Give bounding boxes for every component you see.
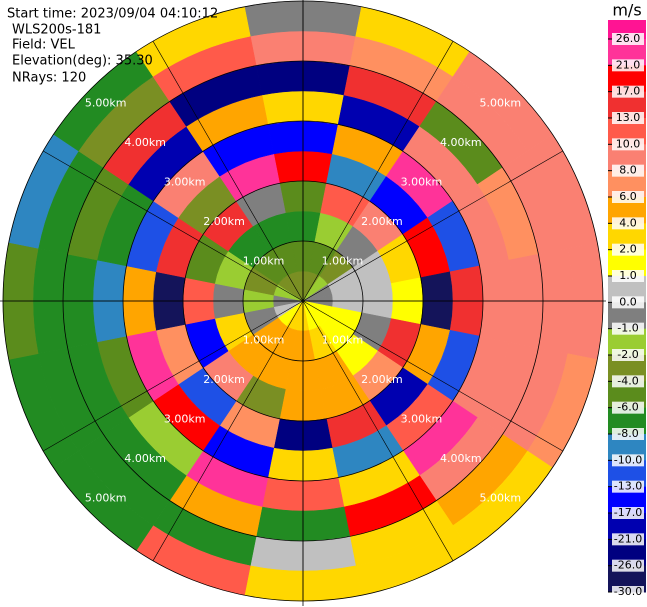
colorbar-label: 6.0 [619, 190, 637, 203]
colorbar-label-bg [612, 507, 644, 519]
colorbar-label-bg [612, 164, 644, 177]
colorbar: m/s 26.0 21.0 17.0 13.0 10.0 8.0 6.0 4.0 2.0 1.0 0.… [608, 1, 646, 598]
colorbar-label-bg [612, 375, 644, 388]
colorbar-label: -6.0 [617, 401, 638, 414]
range-ring [182, 180, 424, 422]
range-label: 3.00km [401, 412, 443, 425]
spoke [302, 300, 454, 561]
colorbar-label: 17.0 [616, 85, 641, 98]
colorbar-label: -26.0 [614, 559, 642, 572]
colorbar-label: -8.0 [617, 427, 638, 440]
range-ring [122, 120, 484, 482]
range-label: 3.00km [164, 176, 206, 189]
range-ring [2, 0, 604, 602]
colorbar-label: -17.0 [614, 506, 642, 519]
start-time: Start time: 2023/09/04 04:10:12 [7, 7, 218, 22]
range-ring [242, 240, 364, 362]
colorbar-label: -30.0 [614, 585, 642, 598]
range-label: 3.00km [401, 176, 443, 189]
range-label: 2.00km [361, 373, 403, 386]
colorbar-label-bg [612, 270, 644, 282]
colorbar-label: 10.0 [616, 137, 641, 150]
colorbar-label-bg [612, 533, 644, 546]
range-label: 1.00km [322, 333, 364, 346]
range-label: 1.00km [243, 255, 285, 268]
colorbar-label: -4.0 [617, 374, 638, 387]
colorbar-label-bg [612, 586, 644, 598]
instrument: WLS200s-181 [12, 23, 101, 38]
colorbar-label-bg [612, 349, 644, 361]
colorbar-label-bg [612, 59, 644, 72]
colorbar-label-bg [612, 191, 644, 203]
spoke [302, 300, 563, 452]
colorbar-label-bg [612, 33, 644, 45]
field-name: Field: VEL [12, 38, 76, 53]
nrays: NRays: 120 [12, 71, 86, 86]
colorbar-label-bg [612, 243, 644, 256]
colorbar-label: -10.0 [614, 453, 642, 466]
colorbar-label-bg [612, 138, 644, 151]
range-ring [62, 60, 544, 542]
range-label: 4.00km [124, 136, 166, 149]
spoke [152, 300, 304, 561]
range-label: 5.00km [85, 491, 127, 504]
colorbar-label-bg [612, 296, 644, 309]
spoke [152, 41, 304, 302]
range-label: 4.00km [440, 452, 482, 465]
range-label: 1.00km [322, 255, 364, 268]
spoke [302, 41, 454, 302]
colorbar-label: 0.0 [619, 295, 637, 308]
colorbar-label-bg [612, 217, 644, 230]
colorbar-label: 2.0 [619, 243, 637, 256]
colorbar-label: -1.0 [617, 322, 638, 335]
range-label: 4.00km [440, 136, 482, 149]
colorbar-label-bg [612, 559, 644, 572]
elevation: Elevation(deg): 35.30 [12, 54, 153, 69]
colorbar-label-bg [612, 322, 644, 335]
range-label: 1.00km [243, 333, 285, 346]
colorbar-label: 13.0 [616, 111, 641, 124]
colorbar-label: -21.0 [614, 532, 642, 545]
range-label: 3.00km [164, 412, 206, 425]
spoke [43, 150, 304, 302]
overlay-layer: 1.00km 1.00km 1.00km 1.00km 2.00km 2.00km 2.00… [0, 0, 606, 606]
range-label: 2.00km [361, 215, 403, 228]
colorbar-label-bg [612, 401, 644, 414]
range-label: 5.00km [479, 491, 521, 504]
colorbar-label: -13.0 [614, 480, 642, 493]
colorbar-label-bg [612, 112, 644, 124]
range-label: 2.00km [203, 215, 245, 228]
colorbar-label: 8.0 [619, 164, 637, 177]
colorbar-label: 26.0 [616, 32, 641, 45]
colorbar-title: m/s [612, 1, 641, 20]
colorbar-label-bg [612, 85, 644, 98]
spoke [302, 150, 563, 302]
range-label: 5.00km [85, 97, 127, 110]
colorbar-label: 1.0 [619, 269, 637, 282]
colorbar-label-bg [612, 454, 644, 467]
colorbar-label-bg [612, 480, 644, 493]
colorbar-label-bg [612, 428, 644, 440]
colorbar-label: 21.0 [616, 58, 641, 71]
range-label: 2.00km [203, 373, 245, 386]
colorbar-label: -2.0 [617, 348, 638, 361]
range-label: 5.00km [479, 97, 521, 110]
range-label: 4.00km [124, 452, 166, 465]
spoke [43, 300, 304, 452]
colorbar-label: 4.0 [619, 216, 637, 229]
